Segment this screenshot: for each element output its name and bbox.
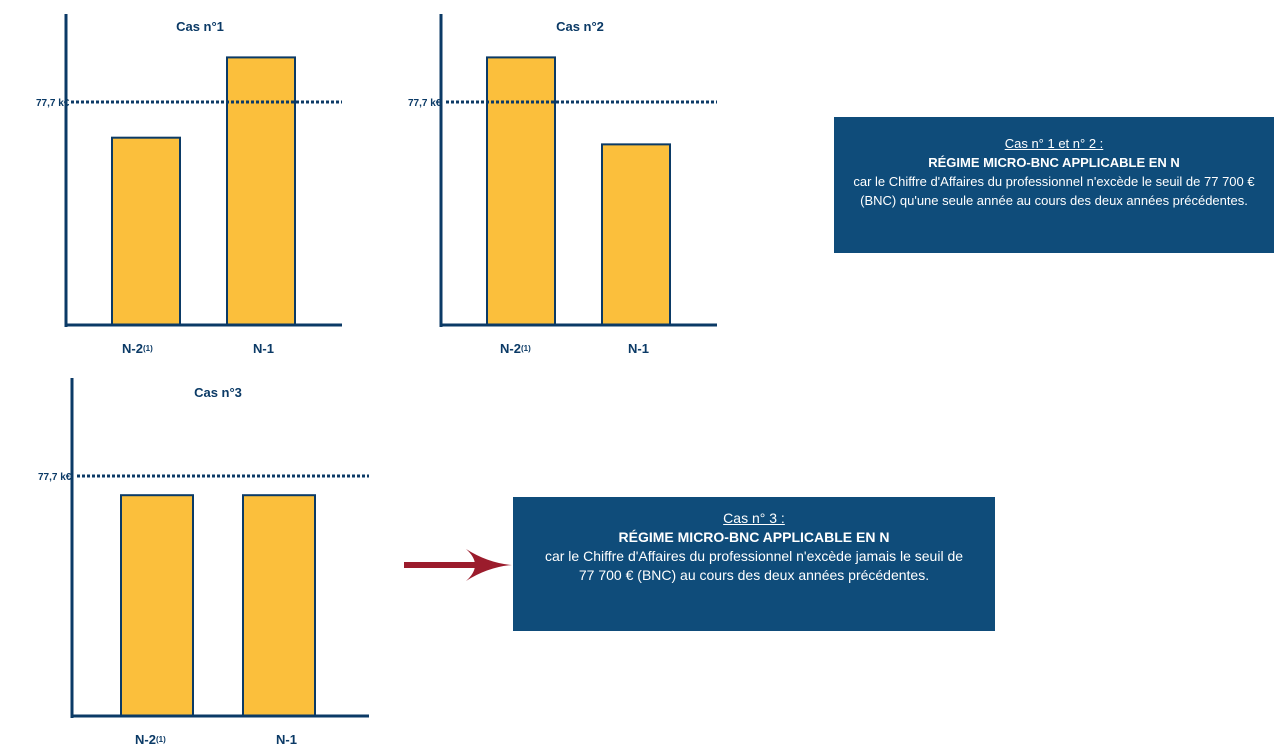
- category-label: N-1: [253, 341, 274, 356]
- info-box-cases-1-2: Cas n° 1 et n° 2 : RÉGIME MICRO-BNC APPL…: [834, 117, 1274, 253]
- category-label: N-1: [628, 341, 649, 356]
- category-label: N-1: [276, 732, 297, 747]
- info-box-description: car le Chiffre d'Affaires du professionn…: [544, 548, 964, 583]
- info-box-case-heading: Cas n° 1 et n° 2 :: [1004, 136, 1104, 151]
- bar-n-2: [120, 494, 194, 718]
- category-label: N-2(1): [135, 732, 166, 747]
- chart-title: Cas n°2: [556, 19, 604, 34]
- threshold-label: 77,7 k€: [36, 98, 70, 109]
- threshold-label: 77,7 k€: [38, 472, 72, 483]
- bar-n-2: [486, 56, 556, 327]
- bar-n-1: [242, 494, 316, 718]
- category-label: N-2(1): [122, 341, 153, 356]
- info-box-case-3: Cas n° 3 : RÉGIME MICRO-BNC APPLICABLE E…: [513, 497, 995, 631]
- bar-n-1: [601, 143, 671, 326]
- info-box-case-heading: Cas n° 3 :: [723, 510, 785, 526]
- category-label: N-2(1): [500, 341, 531, 356]
- bar-n-1: [226, 56, 296, 327]
- info-box-description: car le Chiffre d'Affaires du professionn…: [853, 174, 1255, 208]
- threshold-label: 77,7 k€: [408, 98, 442, 109]
- info-box-regime: RÉGIME MICRO-BNC APPLICABLE EN N: [618, 529, 890, 545]
- arrow-right-icon: [404, 549, 512, 581]
- info-box-regime: RÉGIME MICRO-BNC APPLICABLE EN N: [928, 155, 1180, 170]
- bar-n-2: [111, 136, 181, 326]
- chart-title: Cas n°3: [194, 385, 242, 400]
- chart-title: Cas n°1: [176, 19, 224, 34]
